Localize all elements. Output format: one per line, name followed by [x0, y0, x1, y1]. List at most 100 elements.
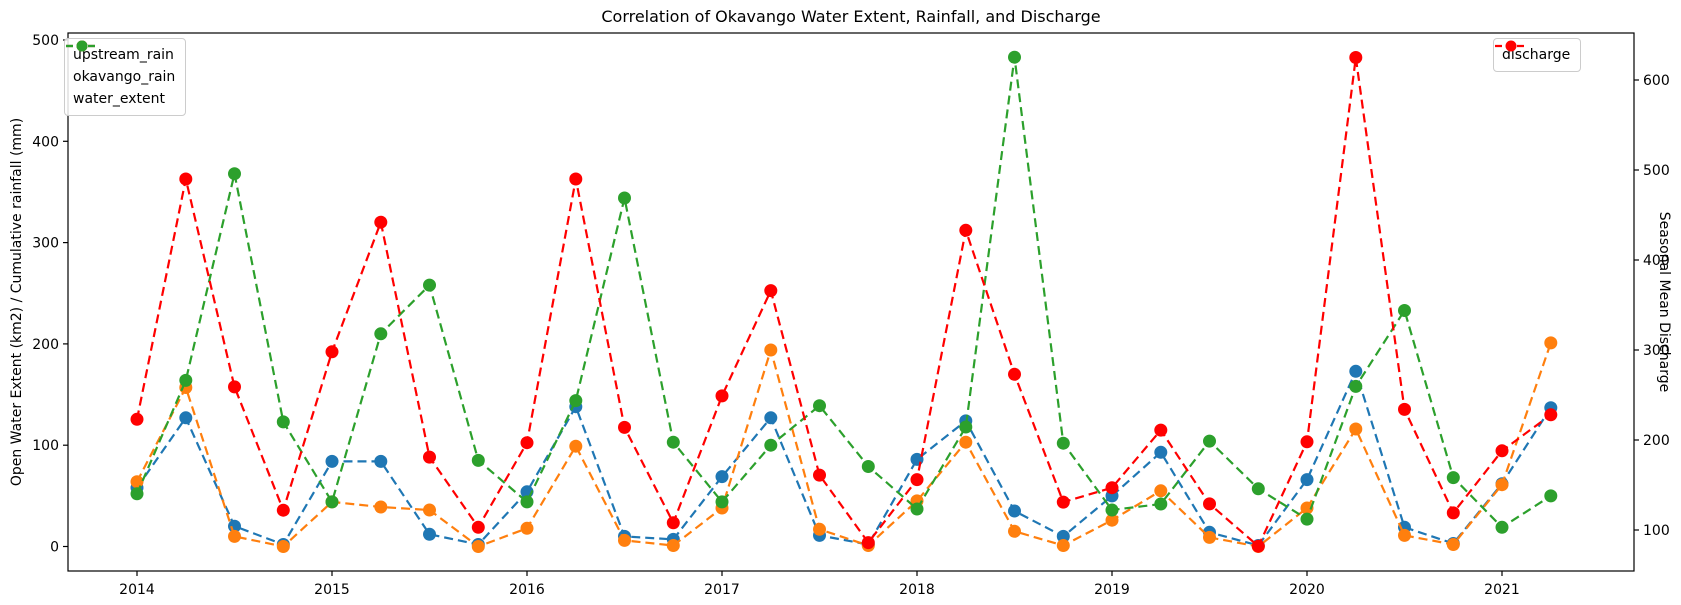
x-tick-label: 2014 [119, 582, 155, 598]
data-point-discharge [715, 389, 729, 403]
series-line-upstream_rain [136, 368, 1552, 547]
data-point-water_extent [374, 327, 388, 341]
legend-item-okavango_rain: okavango_rain [66, 40, 176, 88]
data-point-water_extent [130, 487, 144, 501]
right-y-tick-label: 300 [1643, 343, 1670, 359]
data-point-water_extent [569, 394, 583, 408]
left-y-tick-label: 200 [32, 337, 59, 353]
plot-box [67, 32, 1635, 572]
data-point-upstream_rain [179, 411, 193, 425]
data-point-discharge [1349, 51, 1363, 64]
data-point-water_extent [1495, 520, 1509, 534]
data-point-okavango_rain [276, 540, 290, 553]
data-point-okavango_rain [1398, 528, 1411, 542]
data-point-water_extent [813, 399, 826, 413]
data-point-okavango_rain [228, 529, 241, 543]
data-point-upstream_rain [1349, 364, 1363, 378]
data-point-water_extent [228, 167, 241, 181]
data-point-discharge [569, 172, 583, 186]
data-point-water_extent [1154, 497, 1168, 511]
right-y-tick-label: 400 [1643, 253, 1670, 269]
data-point-discharge [276, 503, 290, 517]
data-point-water_extent [715, 495, 729, 509]
data-point-okavango_rain [666, 539, 680, 552]
data-point-water_extent [1300, 512, 1314, 526]
data-point-discharge [764, 284, 778, 298]
data-point-okavango_rain [959, 435, 973, 449]
data-point-discharge [228, 380, 241, 394]
data-point-okavango_rain [618, 533, 631, 547]
data-point-water_extent [618, 191, 631, 205]
data-point-water_extent [1544, 489, 1558, 503]
data-point-water_extent [1203, 434, 1216, 448]
series-line-discharge [135, 57, 1552, 548]
data-point-okavango_rain [520, 521, 534, 535]
right-y-tick-label: 100 [1643, 523, 1670, 539]
data-point-discharge [1446, 506, 1460, 520]
right-axis-label: Seasonal Mean Discharge [1656, 211, 1672, 393]
x-tick-label: 2019 [1094, 582, 1130, 598]
data-point-upstream_rain [715, 470, 729, 484]
data-point-okavango_rain [569, 439, 583, 453]
left-y-tick-label: 500 [32, 33, 59, 49]
data-point-discharge [959, 223, 973, 237]
chart-title: Correlation of Okavango Water Extent, Ra… [601, 7, 1101, 26]
data-point-discharge [471, 520, 485, 534]
data-point-water_extent [325, 495, 339, 509]
data-point-discharge [1544, 408, 1558, 422]
data-point-water_extent [471, 453, 485, 467]
legend-item-discharge: discharge [1495, 40, 1571, 66]
data-point-okavango_rain [1495, 478, 1509, 492]
data-point-upstream_rain [1154, 445, 1168, 459]
data-point-discharge [666, 516, 680, 530]
data-point-upstream_rain [764, 411, 778, 425]
data-point-discharge [1154, 423, 1168, 437]
legend-item-water_extent: water_extent [66, 40, 175, 110]
left-axis-label: Open Water Extent (km2) / Cumulative rai… [9, 117, 25, 487]
data-point-water_extent [666, 435, 680, 449]
legend-label: water_extent [73, 91, 166, 107]
data-point-water_extent [910, 502, 924, 516]
data-point-water_extent [1398, 304, 1411, 317]
data-point-water_extent [861, 460, 875, 473]
data-point-okavango_rain [1300, 501, 1314, 515]
data-point-okavango_rain [1349, 422, 1363, 436]
data-point-discharge [1495, 444, 1509, 458]
data-point-upstream_rain [423, 527, 436, 541]
data-point-water_extent [1251, 482, 1265, 496]
x-tick-label: 2015 [314, 582, 350, 598]
legend-line-marker-icon [1495, 40, 1527, 52]
data-point-okavango_rain [764, 343, 778, 357]
data-point-okavango_rain [471, 540, 485, 553]
legend-label: okavango_rain [73, 69, 176, 85]
legend-label: discharge [1502, 47, 1571, 63]
data-point-discharge [520, 436, 534, 450]
data-point-okavango_rain [374, 500, 388, 514]
data-point-upstream_rain [325, 454, 339, 468]
data-point-discharge [861, 536, 875, 550]
data-point-okavango_rain [130, 475, 144, 489]
legend-line-marker-icon [66, 40, 98, 52]
data-point-discharge [1056, 495, 1070, 509]
data-point-okavango_rain [813, 522, 826, 536]
data-point-discharge [1300, 435, 1314, 449]
x-tick-label: 2020 [1289, 582, 1325, 598]
left-y-tick-label: 100 [32, 438, 59, 454]
data-point-water_extent [764, 438, 778, 452]
data-point-okavango_rain [1446, 538, 1460, 551]
data-point-discharge [374, 215, 388, 229]
left-y-tick-label: 400 [32, 134, 59, 150]
data-point-discharge [130, 412, 144, 426]
data-point-water_extent [1446, 471, 1460, 485]
data-point-water_extent [179, 373, 193, 387]
data-point-water_extent [423, 278, 436, 292]
data-point-discharge [179, 172, 193, 186]
data-point-okavango_rain [423, 503, 436, 517]
data-point-upstream_rain [374, 454, 388, 468]
data-point-discharge [423, 450, 436, 464]
data-point-upstream_rain [1300, 473, 1314, 487]
data-point-okavango_rain [1008, 524, 1021, 538]
data-point-water_extent [1056, 436, 1070, 450]
